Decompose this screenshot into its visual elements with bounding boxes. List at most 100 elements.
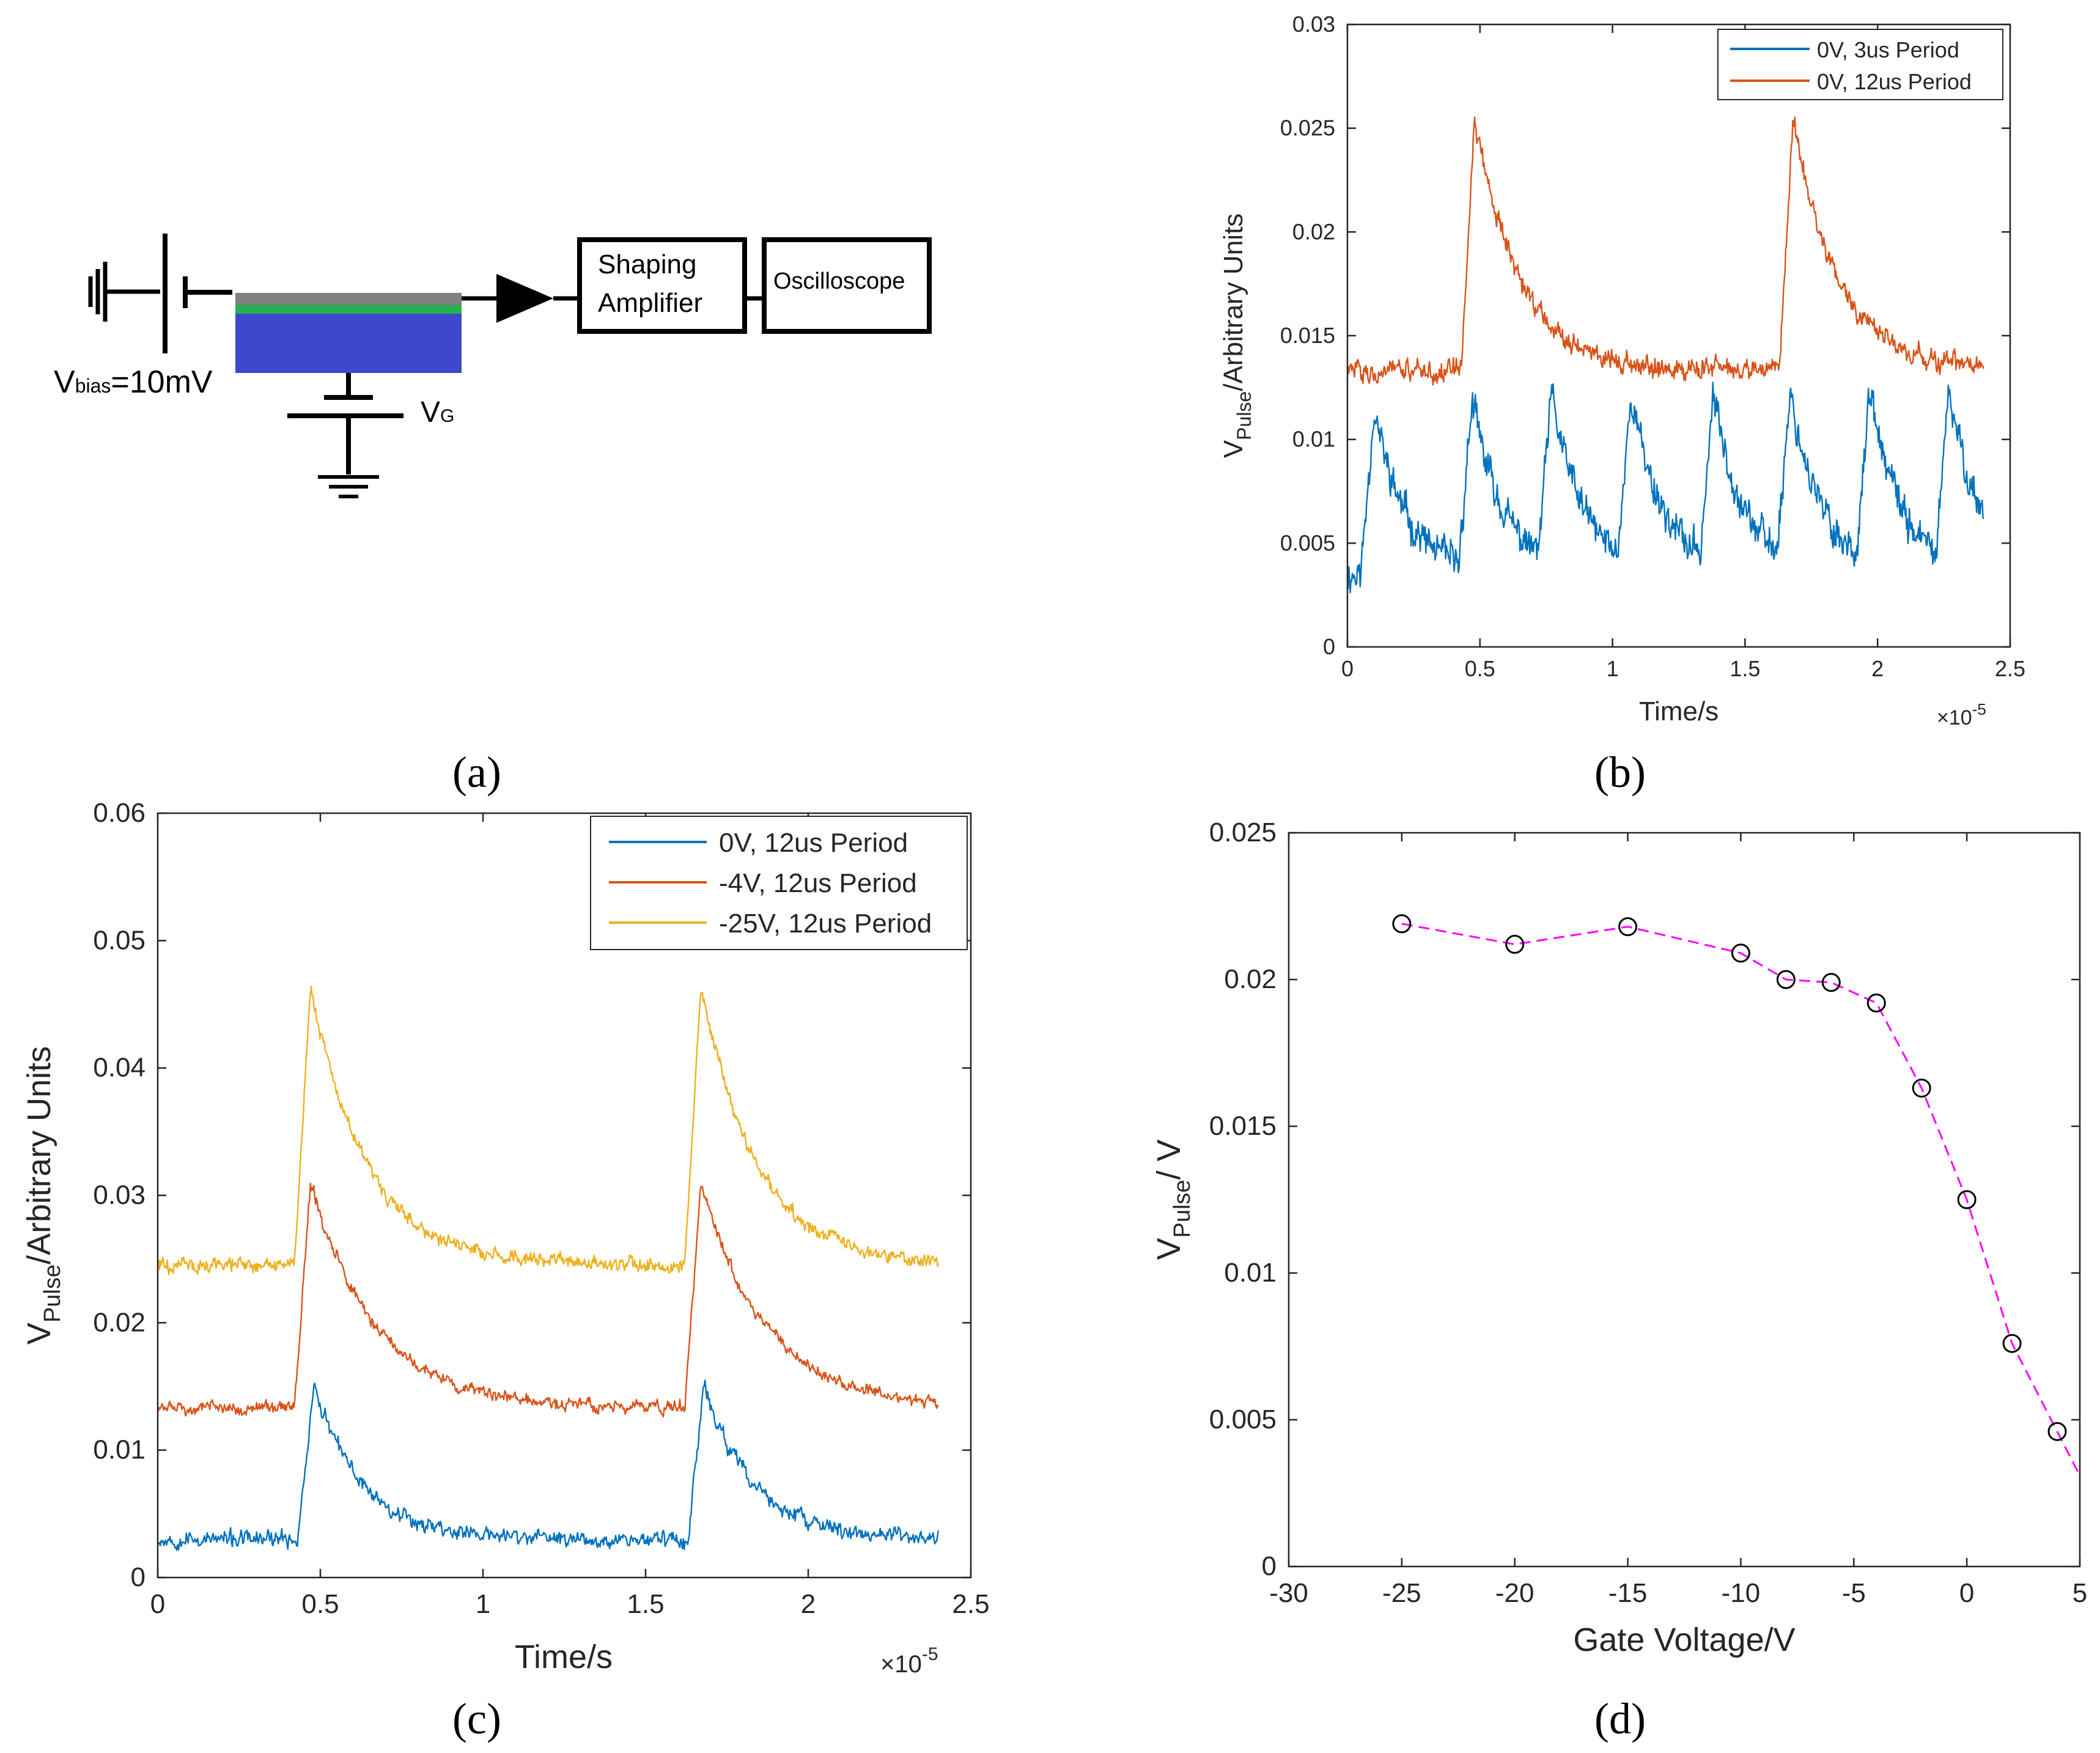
chart-d-series — [1392, 914, 2081, 1476]
chart-d-x-tick-label: -25 — [1382, 1578, 1421, 1608]
chart-d-point — [1731, 943, 1750, 963]
bias-battery — [163, 234, 232, 353]
panel-label-d: (d) — [1594, 1694, 1646, 1743]
chart-b-y-label: VPulse/Arbitrary Units — [1218, 213, 1255, 458]
chart-c-x-tick-label: 2.5 — [952, 1589, 989, 1619]
chart-d-point — [1957, 1190, 1977, 1209]
chart-c-x-tick-label: 0.5 — [301, 1589, 339, 1619]
chart-b-y-tick-label: 0.02 — [1292, 219, 1335, 244]
oscilloscope-label: Oscilloscope — [773, 268, 905, 294]
chart-b-x-tick-label: 2 — [1871, 656, 1884, 681]
chart-d-y-label: VPulse/ V — [1151, 1139, 1195, 1260]
chart-c-x-tick-label: 0 — [150, 1589, 165, 1619]
device-substrate — [235, 312, 462, 373]
chart-b-y-tick-label: 0.025 — [1280, 116, 1335, 141]
oscilloscope-box — [762, 237, 932, 334]
chart-b-series-line-0 — [1346, 382, 1984, 594]
chart-d-point — [1618, 917, 1638, 937]
chart-b-y-tick-label: 0 — [1323, 634, 1335, 659]
chart-c-y-tick-label: 0.04 — [93, 1053, 146, 1083]
chart-c-series-line-1 — [157, 1183, 939, 1418]
chart-d-x-tick-label: -20 — [1495, 1578, 1534, 1608]
chart-c-legend-label-2: -25V, 12us Period — [719, 909, 932, 939]
shaping-amplifier-box — [577, 237, 747, 334]
chart-c-legend-label-0: 0V, 12us Period — [719, 828, 908, 858]
chart-d-y-tick-label: 0.005 — [1209, 1404, 1277, 1434]
ground-symbol-left — [88, 262, 160, 322]
chart-c-series — [157, 985, 939, 1551]
chart-b-x-tick-label: 2.5 — [1995, 656, 2025, 681]
chart-d-point — [2002, 1334, 2022, 1353]
chart-d-point — [1776, 970, 1796, 989]
gate-capacitor — [287, 373, 403, 474]
circuit-diagram: Shaping Amplifier Oscilloscope Vbias=10m… — [54, 234, 932, 498]
gate-voltage-label: VG — [421, 396, 454, 429]
panel-label-c: (c) — [452, 1694, 501, 1743]
chart-d-y-tick-label: 0.015 — [1209, 1111, 1277, 1141]
chart-c-legend: 0V, 12us Period -4V, 12us Period -25V, 1… — [590, 816, 968, 950]
preamp-triangle-icon — [496, 274, 553, 323]
chart-b-ticks: 0 0.5 1 1.5 2 2.5 0 0.005 0.01 0.015 0.02 0.025 0.03 — [1280, 12, 2025, 681]
chart-d-x-tick-label: -10 — [1722, 1578, 1761, 1608]
panel-label-a: (a) — [452, 748, 501, 797]
chart-c-x-tick-label: 2 — [801, 1589, 816, 1619]
chart-d-point — [1821, 973, 1841, 992]
chart-d-y-tick-label: 0.02 — [1224, 964, 1277, 994]
chart-d-x-label: Gate Voltage/V — [1573, 1622, 1795, 1658]
chart-d-ticks: -30 -25 -20 -15 -10 -5 0 5 0 0.005 0.01 0.015 0.02 0.… — [1209, 817, 2087, 1608]
chart-b-x-label: Time/s — [1639, 696, 1719, 726]
chart-c-x-tick-label: 1.5 — [627, 1589, 664, 1619]
chart-b-legend: 0V, 3us Period 0V, 12us Period — [1717, 29, 2003, 100]
chart-b-x-tick-label: 0 — [1341, 656, 1354, 681]
chart-d-y-tick-label: 0 — [1262, 1551, 1277, 1581]
chart-c-y-tick-label: 0.01 — [93, 1435, 146, 1465]
bias-voltage-label: Vbias=10mV — [54, 364, 213, 400]
panel-label-b: (b) — [1594, 748, 1646, 797]
chart-c-y-tick-label: 0.05 — [93, 925, 146, 955]
chart-b-y-tick-label: 0.005 — [1280, 530, 1335, 555]
chart-b-x-tick-label: 0.5 — [1465, 656, 1495, 681]
ground-symbol-bottom — [318, 475, 379, 498]
chart-d-point — [1912, 1079, 1931, 1098]
chart-d-x-tick-label: -5 — [1842, 1578, 1866, 1608]
chart-c-ticks: 0 0.5 1 1.5 2 2.5 0 0.01 0.02 0.03 0.04 0.05 0.06 — [93, 798, 989, 1619]
chart-d-point — [1505, 934, 1525, 954]
shaping-amplifier-line2: Amplifier — [598, 288, 702, 318]
device-top-electrode — [235, 293, 462, 305]
shaping-amplifier-line1: Shaping — [598, 249, 696, 279]
chart-b-legend-label-0: 0V, 3us Period — [1817, 37, 1959, 62]
chart-b-series — [1346, 116, 1984, 594]
chart-b-x-tick-label: 1.5 — [1730, 656, 1760, 681]
chart-c-x-exponent: ×10-5 — [880, 1644, 938, 1678]
chart-b-y-tick-label: 0.015 — [1280, 323, 1335, 348]
chart-b-y-tick-label: 0.03 — [1292, 12, 1335, 37]
chart-b-x-exponent: ×10-5 — [1937, 700, 1986, 729]
chart-c-y-label: VPulse/Arbitrary Units — [21, 1046, 65, 1345]
chart-d-y-tick-label: 0.01 — [1224, 1258, 1277, 1288]
chart-c-x-tick-label: 1 — [476, 1589, 490, 1619]
chart-c-y-tick-label: 0.03 — [93, 1180, 146, 1210]
chart-b-legend-label-1: 0V, 12us Period — [1817, 69, 1972, 94]
chart-d-y-tick-label: 0.025 — [1209, 817, 1277, 847]
chart-b-series-line-1 — [1346, 116, 1984, 386]
chart-d-dashed-line — [1401, 923, 2081, 1476]
chart-b-legend-box — [1717, 29, 2003, 100]
chart-b: 0 0.5 1 1.5 2 2.5 0 0.005 0.01 0.015 0.02 0.025 0.03… — [1218, 12, 2025, 729]
chart-d-x-tick-label: -15 — [1608, 1578, 1648, 1608]
chart-c-y-tick-label: 0.02 — [93, 1307, 146, 1337]
chart-b-x-tick-label: 1 — [1607, 656, 1619, 681]
device-active-layer — [235, 304, 462, 314]
chart-d-point — [2047, 1422, 2067, 1441]
chart-c-x-label: Time/s — [515, 1639, 613, 1675]
chart-c-legend-label-1: -4V, 12us Period — [719, 868, 917, 898]
chart-d: -30 -25 -20 -15 -10 -5 0 5 0 0.005 0.01 0.015 0.02 0.… — [1151, 817, 2087, 1658]
chart-d-x-tick-label: 0 — [1959, 1578, 1974, 1608]
chart-c-series-line-2 — [157, 985, 939, 1275]
chart-c-y-tick-label: 0.06 — [93, 798, 146, 828]
chart-c-y-tick-label: 0 — [131, 1562, 146, 1592]
chart-b-y-tick-label: 0.01 — [1292, 427, 1335, 452]
chart-d-x-tick-label: -30 — [1269, 1578, 1308, 1608]
chart-d-axes-box — [1288, 832, 2081, 1568]
chart-c-series-line-0 — [157, 1379, 939, 1551]
